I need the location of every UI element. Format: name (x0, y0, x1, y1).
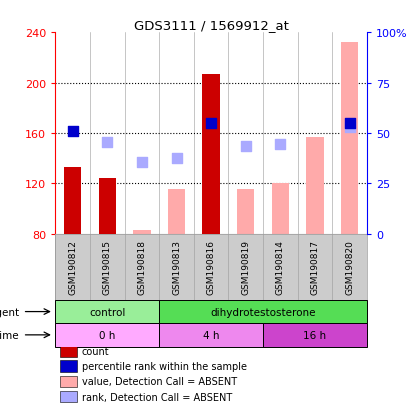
Bar (263, 323, 366, 347)
Bar (99, 179, 116, 234)
Bar (202, 75, 219, 234)
Text: 0 h: 0 h (99, 330, 115, 340)
Bar (236, 189, 254, 234)
Text: GSM190820: GSM190820 (344, 240, 353, 294)
Text: percentile rank within the sample: percentile rank within the sample (82, 361, 246, 371)
Text: GSM190812: GSM190812 (68, 240, 77, 294)
Bar (60, 346, 77, 357)
Bar (340, 43, 357, 234)
Text: GSM190814: GSM190814 (275, 240, 284, 294)
Bar (133, 230, 150, 234)
Bar (64, 168, 81, 234)
Bar (159, 323, 263, 347)
Text: GSM190815: GSM190815 (103, 240, 112, 294)
Text: value, Detection Call = ABSENT: value, Detection Call = ABSENT (82, 377, 236, 387)
Bar (60, 391, 77, 402)
Text: time: time (0, 330, 20, 340)
Point (242, 143, 248, 150)
Bar (306, 138, 323, 234)
Point (173, 156, 180, 162)
Bar (159, 300, 366, 323)
Bar (60, 361, 77, 372)
Text: control: control (89, 307, 125, 317)
Text: GSM190819: GSM190819 (240, 240, 249, 294)
Bar (167, 189, 185, 234)
Text: GSM190813: GSM190813 (172, 240, 181, 294)
Text: count: count (82, 347, 109, 356)
Bar (55, 300, 159, 323)
Text: 16 h: 16 h (303, 330, 326, 340)
Text: rank, Detection Call = ABSENT: rank, Detection Call = ABSENT (82, 392, 231, 401)
Text: GSM190818: GSM190818 (137, 240, 146, 294)
Bar (55, 323, 159, 347)
Text: dihydrotestosterone: dihydrotestosterone (210, 307, 315, 317)
Point (346, 120, 352, 127)
Point (207, 120, 214, 127)
Point (104, 139, 110, 146)
Text: GSM190817: GSM190817 (310, 240, 319, 294)
Point (346, 124, 352, 131)
Point (276, 142, 283, 148)
Text: 4 h: 4 h (202, 330, 219, 340)
Bar (271, 184, 288, 234)
Title: GDS3111 / 1569912_at: GDS3111 / 1569912_at (133, 19, 288, 32)
Point (138, 159, 145, 166)
Text: GSM190816: GSM190816 (206, 240, 215, 294)
Text: agent: agent (0, 307, 20, 317)
Point (69, 128, 76, 135)
Bar (60, 376, 77, 387)
